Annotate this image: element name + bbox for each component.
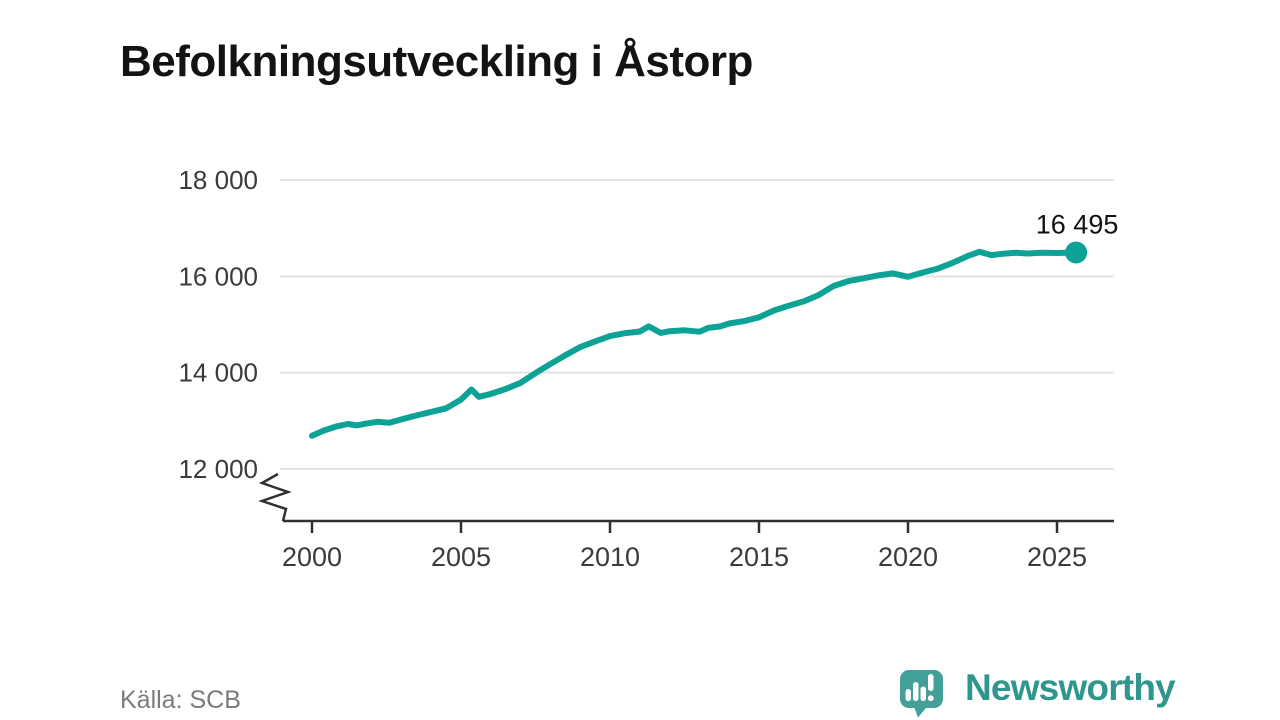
y-tick-label: 12 000 [178,454,258,484]
endpoint-value-label: 16 495 [1036,209,1119,239]
source-label: Källa: SCB [120,686,241,714]
x-tick-label: 2005 [431,542,491,572]
endpoint-dot [1065,241,1088,264]
newsworthy-brand: Newsworthy [896,662,1176,720]
y-tick-label: 18 000 [178,165,258,195]
logo-bar-1 [905,689,911,701]
x-tick-label: 2020 [878,542,938,572]
y-tick-label: 16 000 [178,261,258,291]
x-tick-label: 2015 [729,542,789,572]
logo-exclamation-dot [927,695,934,702]
x-tick-label: 2010 [580,542,640,572]
population-line [309,248,1080,439]
logo-bar-2 [913,682,919,701]
newsworthy-logo-icon [900,670,943,718]
x-tick-label: 2025 [1027,542,1087,572]
page-title: Befolkningsutveckling i Åstorp [120,37,753,87]
logo-bar-3 [920,686,926,701]
x-tick-label: 2000 [282,542,342,572]
y-tick-label: 14 000 [178,358,258,388]
newsworthy-wordmark: Newsworthy [965,667,1176,708]
axis-break-zigzag [258,472,292,522]
logo-exclamation-bar [928,674,934,691]
